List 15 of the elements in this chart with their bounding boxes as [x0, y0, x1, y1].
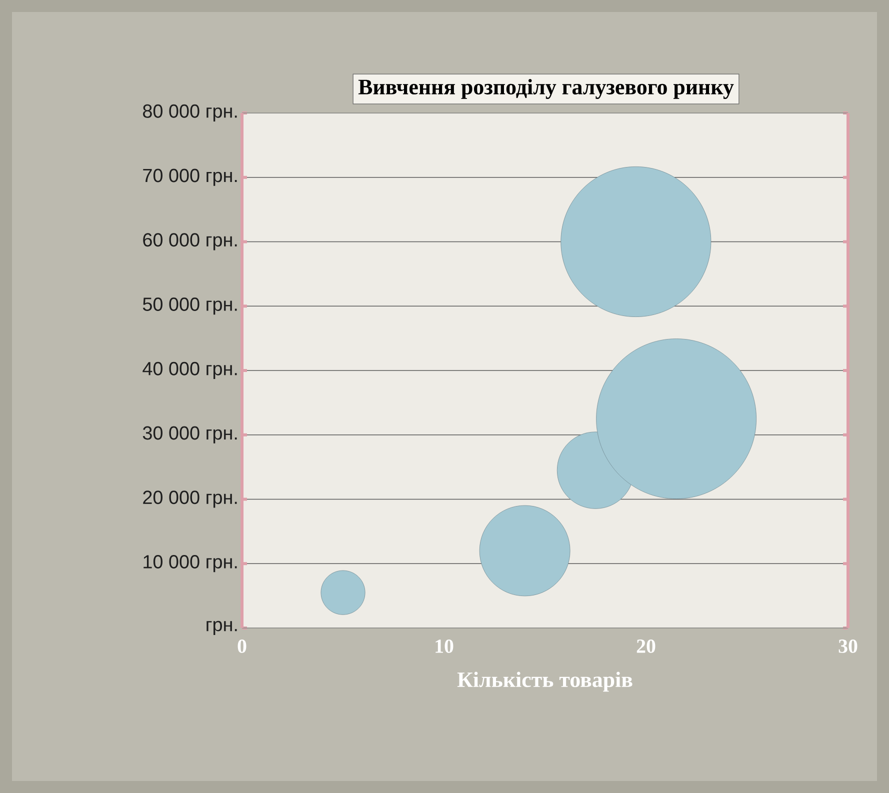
- y-tick-label: 80 000 грн.: [143, 104, 237, 122]
- y-tick-label: 50 000 грн.: [142, 298, 237, 315]
- y-tick-label: грн.: [206, 620, 237, 636]
- x-axis-title: Кількість товарів: [457, 672, 632, 692]
- y-tick-label: 30 000 грн.: [142, 426, 237, 444]
- x-tick-label: 30: [838, 639, 858, 653]
- y-tick-label: 60 000 грн.: [143, 233, 237, 250]
- x-tick-label: 20: [636, 639, 656, 653]
- y-tick-label: 20 000 грн.: [143, 490, 237, 508]
- x-tick-label: 10: [436, 639, 454, 653]
- y-tick-label: 10 000 грн.: [144, 555, 237, 572]
- x-tick-label: 0: [238, 639, 246, 653]
- y-tick-label: 70 000 грн.: [143, 168, 237, 186]
- y-tick-label: 40 000 грн.: [142, 362, 237, 380]
- chart-title: Вивчення розподілу галузевого ринку: [358, 79, 734, 99]
